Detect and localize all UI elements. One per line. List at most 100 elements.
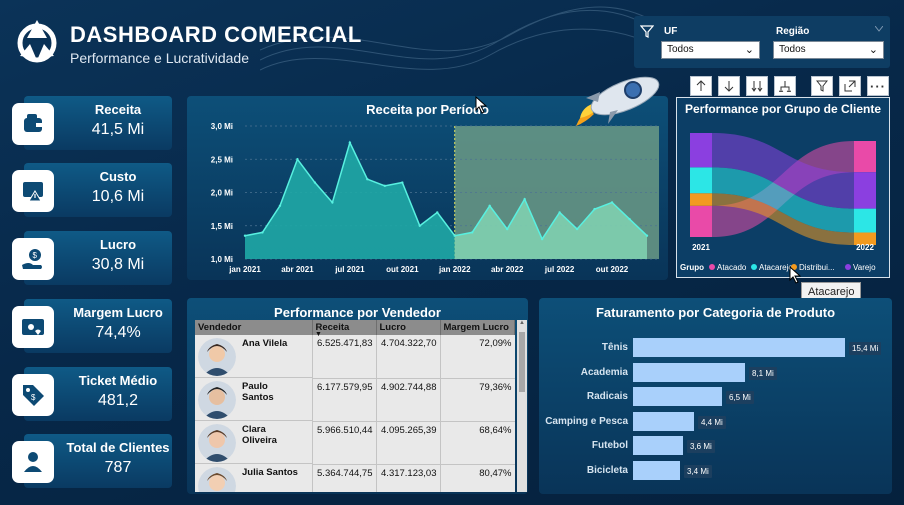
kpi-value: 787 [104,459,132,476]
next-level-button[interactable] [746,76,768,96]
expand-hierarchy-button[interactable] [774,76,796,96]
uf-value: Todos [667,44,694,55]
table-row[interactable]: Clara Oliveira 5.966.510,44 4.095.265,39 68… [195,421,515,465]
category-bar[interactable] [633,387,722,406]
vendedor-receita: 6.177.579,95 [311,378,376,422]
chevron-down-icon [875,26,883,32]
vendedor-margem: 79,36% [439,378,515,422]
legend-item: Atacado [717,263,747,272]
avatar [198,381,236,419]
category-value: 3,4 Mi [684,464,712,478]
legend-title: Grupo [680,263,704,272]
more-options-button[interactable]: ··· [867,76,889,96]
vendedor-margem: 68,64% [439,421,515,465]
sankey-node-2021 [690,133,712,168]
category-bar[interactable] [633,411,694,431]
category-label: Radicais [586,391,628,402]
chevron-down-icon: ⌄ [868,44,878,56]
kpi-label: Receita [94,102,142,117]
arrow-down-icon [724,81,734,92]
drill-down-button[interactable] [718,76,740,96]
cost-warning-icon [12,170,54,212]
legend-item: Atacarejo [759,263,793,272]
uf-dropdown[interactable]: Todos ⌄ [661,41,760,59]
grupo-cliente-title: Performance por Grupo de Cliente [684,102,882,116]
x-tick-label: abr 2021 [281,265,314,274]
scrollbar-thumb[interactable] [519,332,525,392]
data-point [540,237,544,241]
vendedor-lucro: 4.704.322,70 [375,335,440,379]
category-label: Futebol [591,440,628,451]
series-line [244,140,648,241]
kpi-label: Ticket Médio [78,373,158,388]
sankey-node-2022 [854,172,876,209]
category-bar[interactable] [633,460,680,480]
kpi-label: Lucro [99,237,137,252]
rocket-icon [576,76,660,126]
table-row[interactable]: Julia Santos 5.364.744,75 4.317.123,03 80,4… [195,464,515,492]
page-subtitle: Performance e Lucratividade [70,50,249,66]
legend-marker [791,264,797,270]
chevron-down-icon: ⌄ [744,44,754,56]
wallet-icon [12,103,54,145]
data-point [366,178,369,181]
category-value: 6,5 Mi [726,391,754,404]
sankey-node-2022 [854,141,876,173]
avatar [198,338,236,376]
sankey-chart[interactable]: 2021 2022 Grupo Atacado Atacarejo Distribui..… [676,97,890,278]
drill-up-button[interactable] [690,76,712,96]
sankey-node-2022 [854,232,876,245]
vendedor-table[interactable]: Vendedor Receita ▼ Lucro Margem Lucro Ana… [195,320,515,492]
expand-hierarchy-icon [779,81,791,92]
focus-mode-icon [844,80,856,92]
data-point [558,211,561,214]
data-point [348,141,352,144]
category-label: Tênis [601,342,628,353]
mouse-cursor-icon [475,96,488,114]
avatar [198,467,236,492]
regiao-dropdown[interactable]: Todos ⌄ [773,41,884,59]
category-bar[interactable] [633,436,683,455]
data-point [523,197,526,201]
legend-item: Varejo [853,263,876,272]
category-bar[interactable] [633,338,845,357]
vendedor-scrollbar[interactable]: ▲ [517,320,527,492]
data-point [261,231,264,234]
category-label: Academia [580,366,628,378]
receita-periodo-title: Receita por Período [366,102,489,117]
category-value: 3,6 Mi [687,440,715,453]
table-row[interactable]: Ana Vilela 6.525.471,83 4.704.322,70 72,09% [195,335,515,379]
table-row[interactable]: Paulo Santos 6.177.579,95 4.902.744,88 79,3… [195,378,515,422]
x-tick-label: jan 2022 [438,265,471,274]
area-series-2022 [454,199,647,259]
visual-filter-button[interactable] [811,76,833,96]
col-margem[interactable]: Margem Lucro [440,320,515,335]
legend-marker [709,264,715,270]
col-receita[interactable]: Receita ▼ [312,320,377,338]
y-tick-label: 1,5 Mi [211,222,233,231]
data-point [453,234,456,237]
vendedor-lucro: 4.317.123,03 [375,464,440,492]
kpi-label: Margem Lucro [73,305,163,320]
scroll-up-icon[interactable]: ▲ [519,320,525,326]
vendedor-name: Julia Santos [242,467,298,478]
svg-text:$: $ [31,393,36,402]
sankey-node-2022 [854,208,876,233]
data-point [505,227,509,231]
col-vendedor[interactable]: Vendedor [195,320,313,335]
year-label-2021: 2021 [692,243,710,252]
data-point [401,181,404,184]
category-bar[interactable] [633,362,745,382]
x-tick-label: out 2021 [386,265,419,274]
x-tick-label: jan 2021 [228,265,261,274]
category-value: 8,1 Mi [749,366,777,380]
x-tick-label: jul 2021 [334,265,365,274]
kpi-value: 74,4% [95,324,141,341]
svg-text:$: $ [33,251,38,260]
focus-mode-button[interactable] [839,76,861,96]
data-point [436,211,439,214]
col-lucro[interactable]: Lucro [376,320,441,335]
money-hand-icon: $ [12,238,54,280]
area-series-2021 [245,142,455,259]
